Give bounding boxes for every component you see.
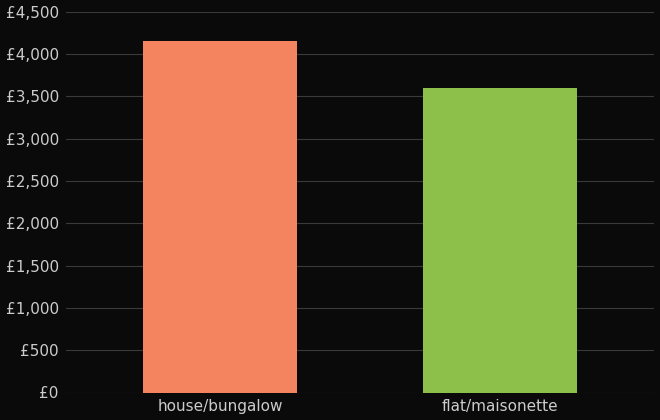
Bar	[143, 41, 297, 393]
Bar	[423, 88, 578, 393]
